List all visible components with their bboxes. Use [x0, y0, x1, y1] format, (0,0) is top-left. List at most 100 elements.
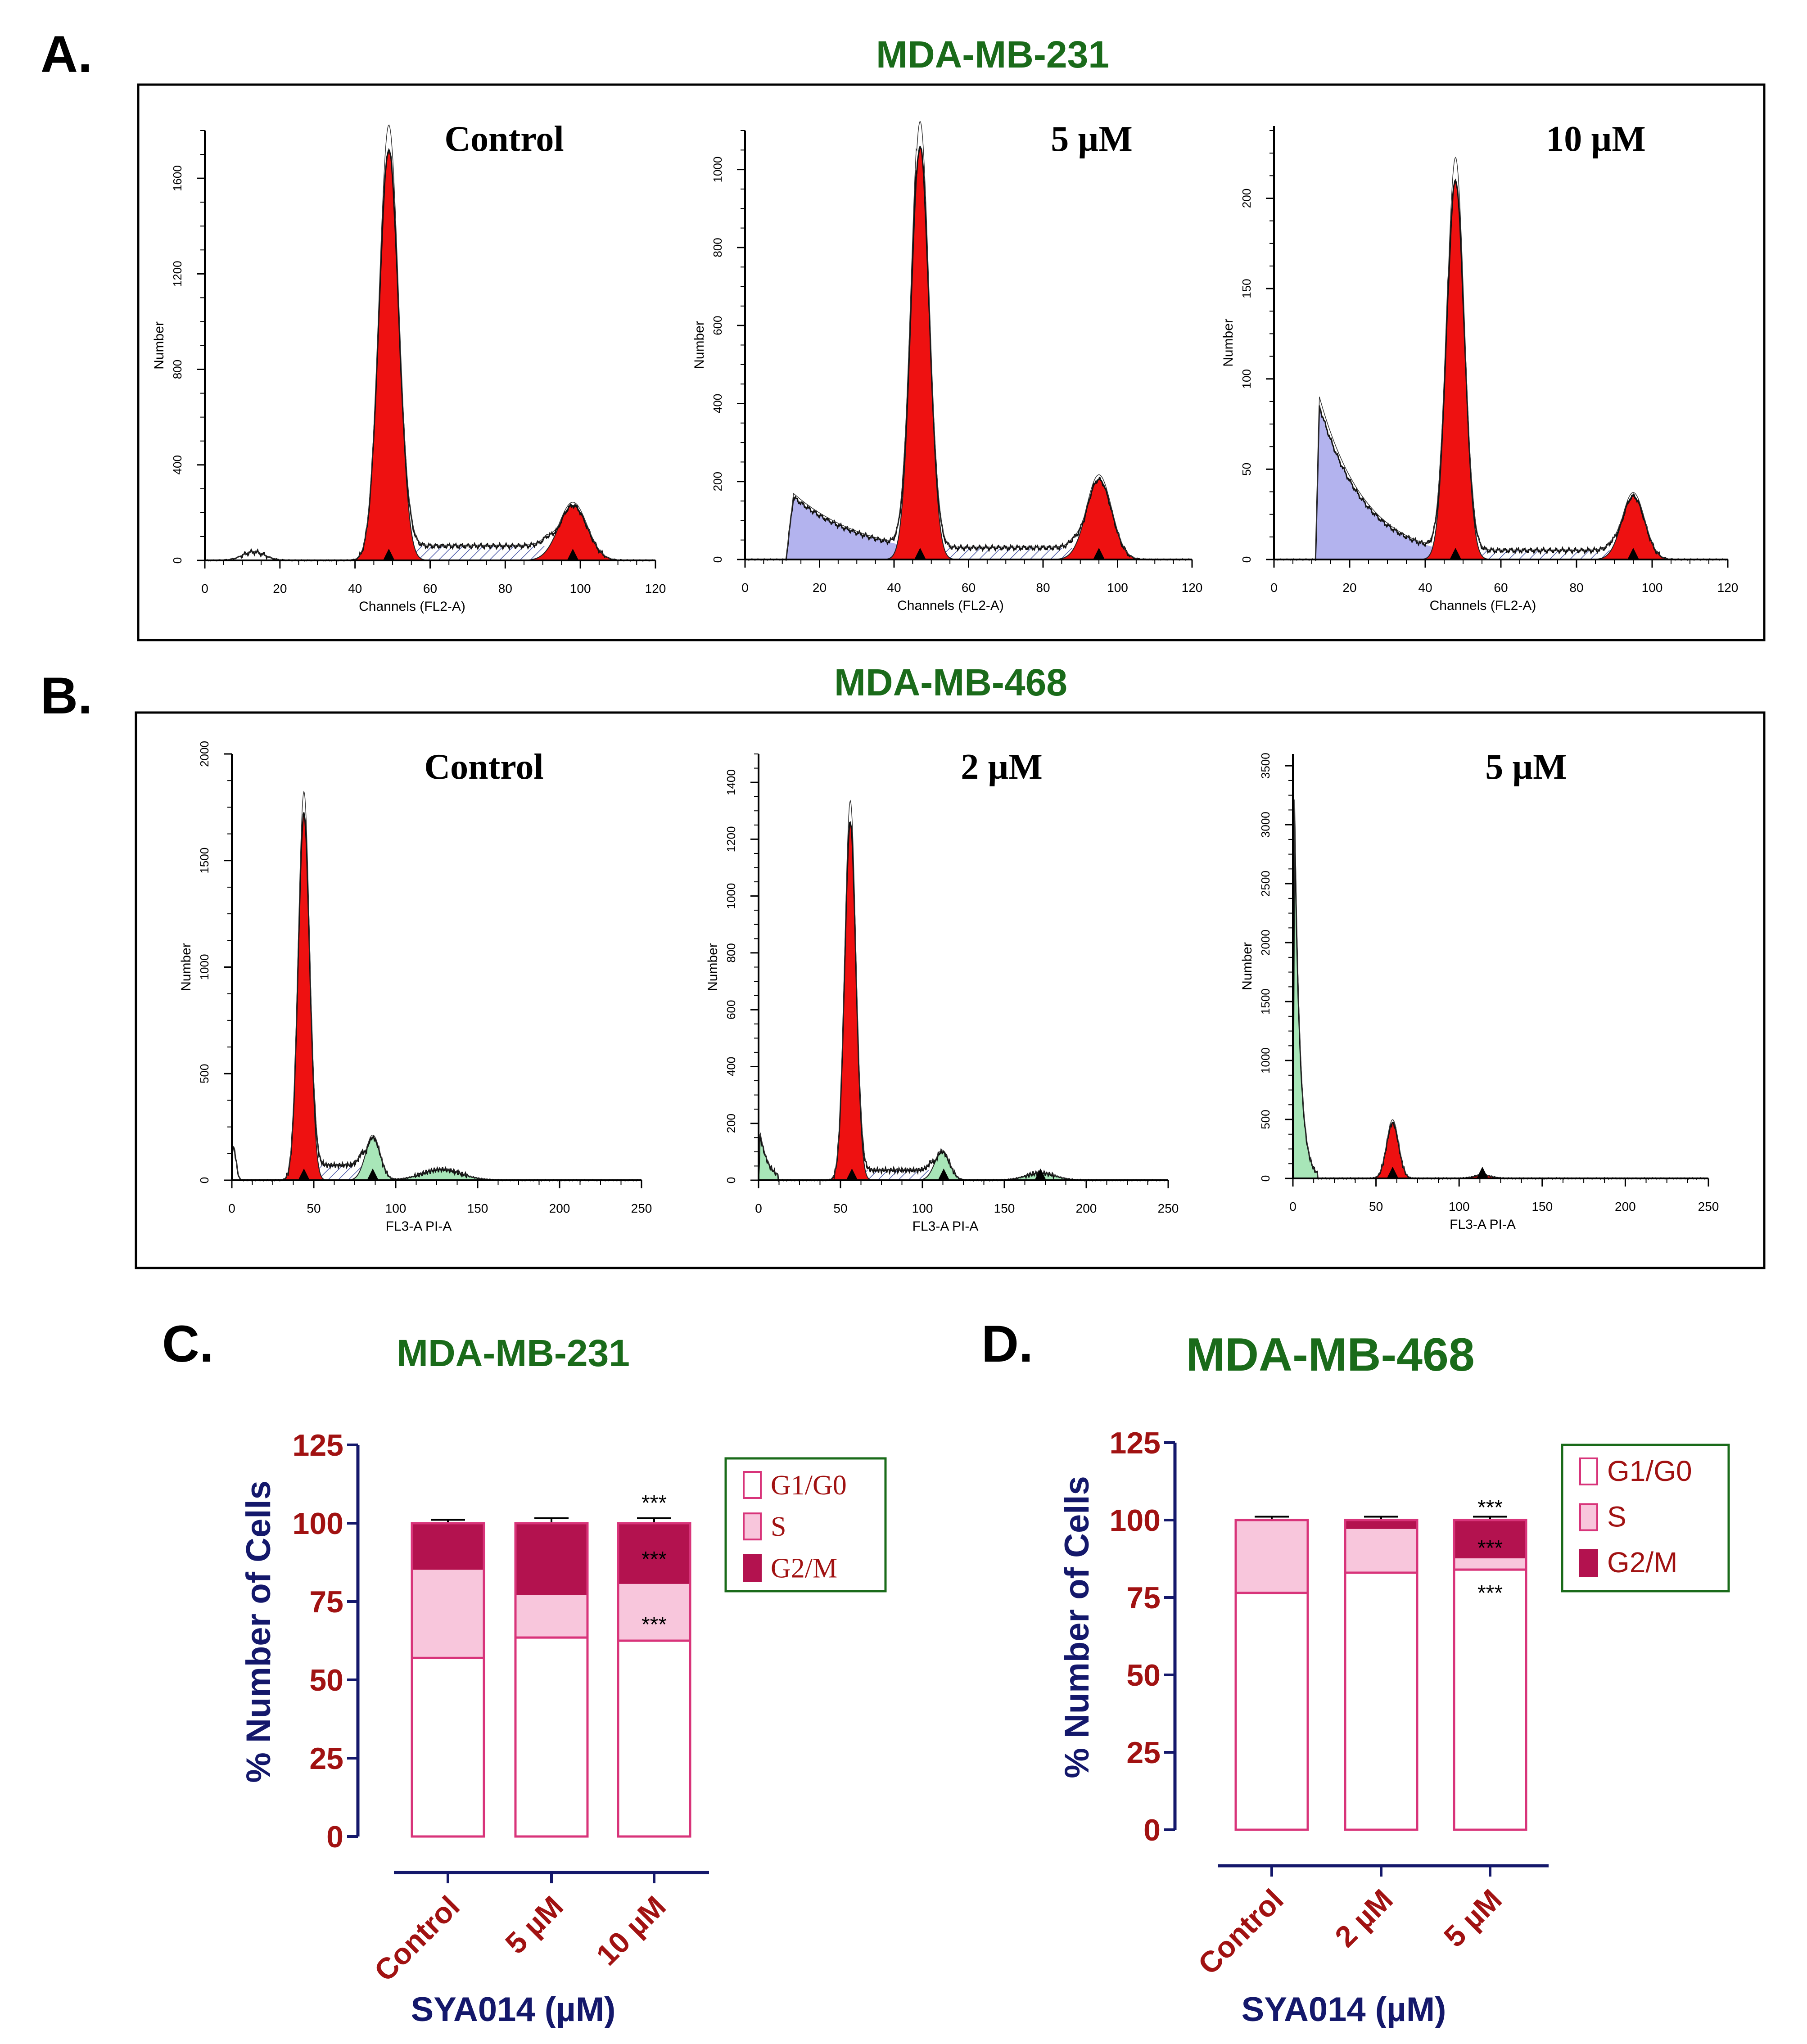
- y-tick-label: 25: [1126, 1736, 1161, 1770]
- y-axis-label: Number: [152, 321, 167, 370]
- x-axis-label: Channels (FL2-A): [1430, 598, 1536, 613]
- y-tick-label: 125: [1110, 1426, 1161, 1460]
- x-axis-label: Channels (FL2-A): [897, 598, 1004, 613]
- histogram-title: 5 µM: [1485, 747, 1567, 787]
- x-tick-label: 60: [1494, 581, 1508, 595]
- y-tick-label: 800: [171, 360, 184, 379]
- y-tick-label: 75: [309, 1585, 343, 1619]
- y-tick-label: 1400: [724, 769, 738, 795]
- x-tick-label: 100: [570, 582, 591, 596]
- bar-outline: [1453, 1519, 1527, 1831]
- x-tick-label: 200: [549, 1201, 570, 1215]
- y-tick-label: 0: [1240, 556, 1253, 563]
- x-tick-label: 150: [994, 1201, 1015, 1215]
- peak-2: [759, 1151, 1168, 1181]
- peak-marker: [914, 548, 926, 559]
- peak-marker: [1477, 1167, 1488, 1178]
- histogram-title: 10 µM: [1546, 119, 1646, 159]
- x-tick-label: 200: [1615, 1200, 1636, 1214]
- histogram-outline-fit: [1274, 157, 1728, 560]
- y-tick-label: 3000: [1259, 812, 1272, 838]
- y-axis-label: % Number of Cells: [239, 1480, 278, 1782]
- x-tick-label: 250: [1698, 1200, 1719, 1214]
- peak-marker: [1093, 548, 1105, 559]
- bar-segment-g2m: [514, 1522, 589, 1595]
- peak-marker: [298, 1169, 310, 1179]
- y-axis-label: Number: [705, 943, 720, 991]
- x-tick-label: 150: [1531, 1200, 1553, 1214]
- y-tick-label: 200: [1240, 189, 1253, 208]
- debris-area: [1293, 821, 1708, 1178]
- legend-swatch: [1579, 1503, 1598, 1531]
- panel-d-label: D.: [981, 1315, 1033, 1373]
- y-tick-label: 1000: [711, 157, 724, 183]
- legend-label: G1/G0: [771, 1470, 847, 1501]
- y-tick-label: 500: [1259, 1110, 1272, 1129]
- y-tick-label: 3500: [1259, 753, 1272, 779]
- chart-title: MDA-MB-468: [1186, 1329, 1474, 1381]
- y-tick-label: 100: [1110, 1503, 1161, 1538]
- histogram-outline: [204, 148, 656, 562]
- y-tick-label: 400: [171, 455, 184, 474]
- panel-a-title: MDA-MB-231: [876, 33, 1109, 76]
- panel-b-title: MDA-MB-468: [834, 661, 1067, 704]
- panel-b-frame: [135, 711, 1766, 1269]
- y-tick-label: 50: [1240, 463, 1253, 476]
- y-tick-label: 600: [724, 1000, 738, 1020]
- x-tick-label: 50: [833, 1201, 847, 1215]
- x-tick-label: 20: [273, 582, 287, 596]
- panel-c-label: C.: [162, 1315, 214, 1373]
- peak-marker: [1450, 548, 1461, 559]
- x-tick-label: 40: [348, 582, 362, 596]
- y-tick-label: 1600: [171, 165, 184, 191]
- y-tick-label: 75: [1126, 1581, 1161, 1615]
- y-tick-label: 2000: [1259, 930, 1272, 956]
- bar-segment-g2m: [1453, 1519, 1527, 1559]
- significance-marker: ***: [1477, 1581, 1503, 1605]
- y-tick-label: 200: [724, 1114, 738, 1133]
- peak-marker: [383, 549, 394, 560]
- y-tick-label: 1000: [1259, 1047, 1272, 1074]
- peak-marker: [1035, 1169, 1046, 1179]
- x-tick-label: 0: [201, 582, 208, 596]
- y-tick-label: 0: [326, 1820, 343, 1854]
- s-phase-area: [759, 1170, 1168, 1180]
- x-tick-label: 120: [1182, 581, 1203, 595]
- x-tick-label: 120: [1717, 581, 1739, 595]
- peak-marker: [1387, 1167, 1398, 1178]
- bar-chart-c: MDA-MB-231 *** *** *** 0 25 50 75 100 125 % Number…: [239, 1332, 887, 2029]
- x-axis-label: SYA014 (µM): [1242, 1990, 1446, 2029]
- y-tick-label: 0: [724, 1177, 738, 1183]
- y-tick-label: 800: [711, 238, 724, 257]
- histogram-outline-fit: [758, 799, 1168, 1181]
- y-tick-label: 125: [293, 1428, 343, 1462]
- x-axis-label: FL3-A PI-A: [1450, 1217, 1516, 1232]
- significance-marker: ***: [1477, 1536, 1503, 1560]
- x-tick-label: 150: [467, 1201, 488, 1215]
- bar-segment-s: [411, 1567, 485, 1659]
- debris-area: [745, 497, 1192, 560]
- bar-segment-s: [1234, 1519, 1309, 1594]
- x-tick-label: 2 µM: [1328, 1883, 1399, 1954]
- x-tick-label: 120: [645, 582, 666, 596]
- y-tick-label: 1000: [724, 883, 738, 909]
- histogram-outline-fit: [205, 124, 655, 561]
- x-tick-label: 100: [1642, 581, 1663, 595]
- legend: G1/G0 S G2/M: [1561, 1444, 1730, 1593]
- y-tick-label: 0: [171, 557, 184, 564]
- bar-segment-s: [1344, 1526, 1418, 1574]
- bar-outline: [617, 1522, 691, 1838]
- peak-marker: [367, 1169, 379, 1179]
- bar-segment-s: [514, 1593, 589, 1639]
- bar-chart-d: MDA-MB-468 *** *** *** 0 25 50 75 100 125 % Number…: [1058, 1329, 1730, 2029]
- peak-1: [745, 145, 1192, 560]
- histogram-outline: [758, 821, 1169, 1182]
- histogram-a2: 0 20 40 60 80 100 120 0 200 400 600 800 1000 Channels…: [692, 119, 1202, 613]
- x-axis-label: FL3-A PI-A: [913, 1219, 979, 1234]
- x-tick-label: 100: [1107, 581, 1128, 595]
- y-tick-label: 0: [1143, 1813, 1161, 1847]
- histogram-title: Control: [424, 747, 543, 787]
- y-tick-label: 800: [724, 943, 738, 962]
- y-tick-label: 25: [309, 1742, 343, 1776]
- y-tick-label: 50: [1126, 1658, 1161, 1692]
